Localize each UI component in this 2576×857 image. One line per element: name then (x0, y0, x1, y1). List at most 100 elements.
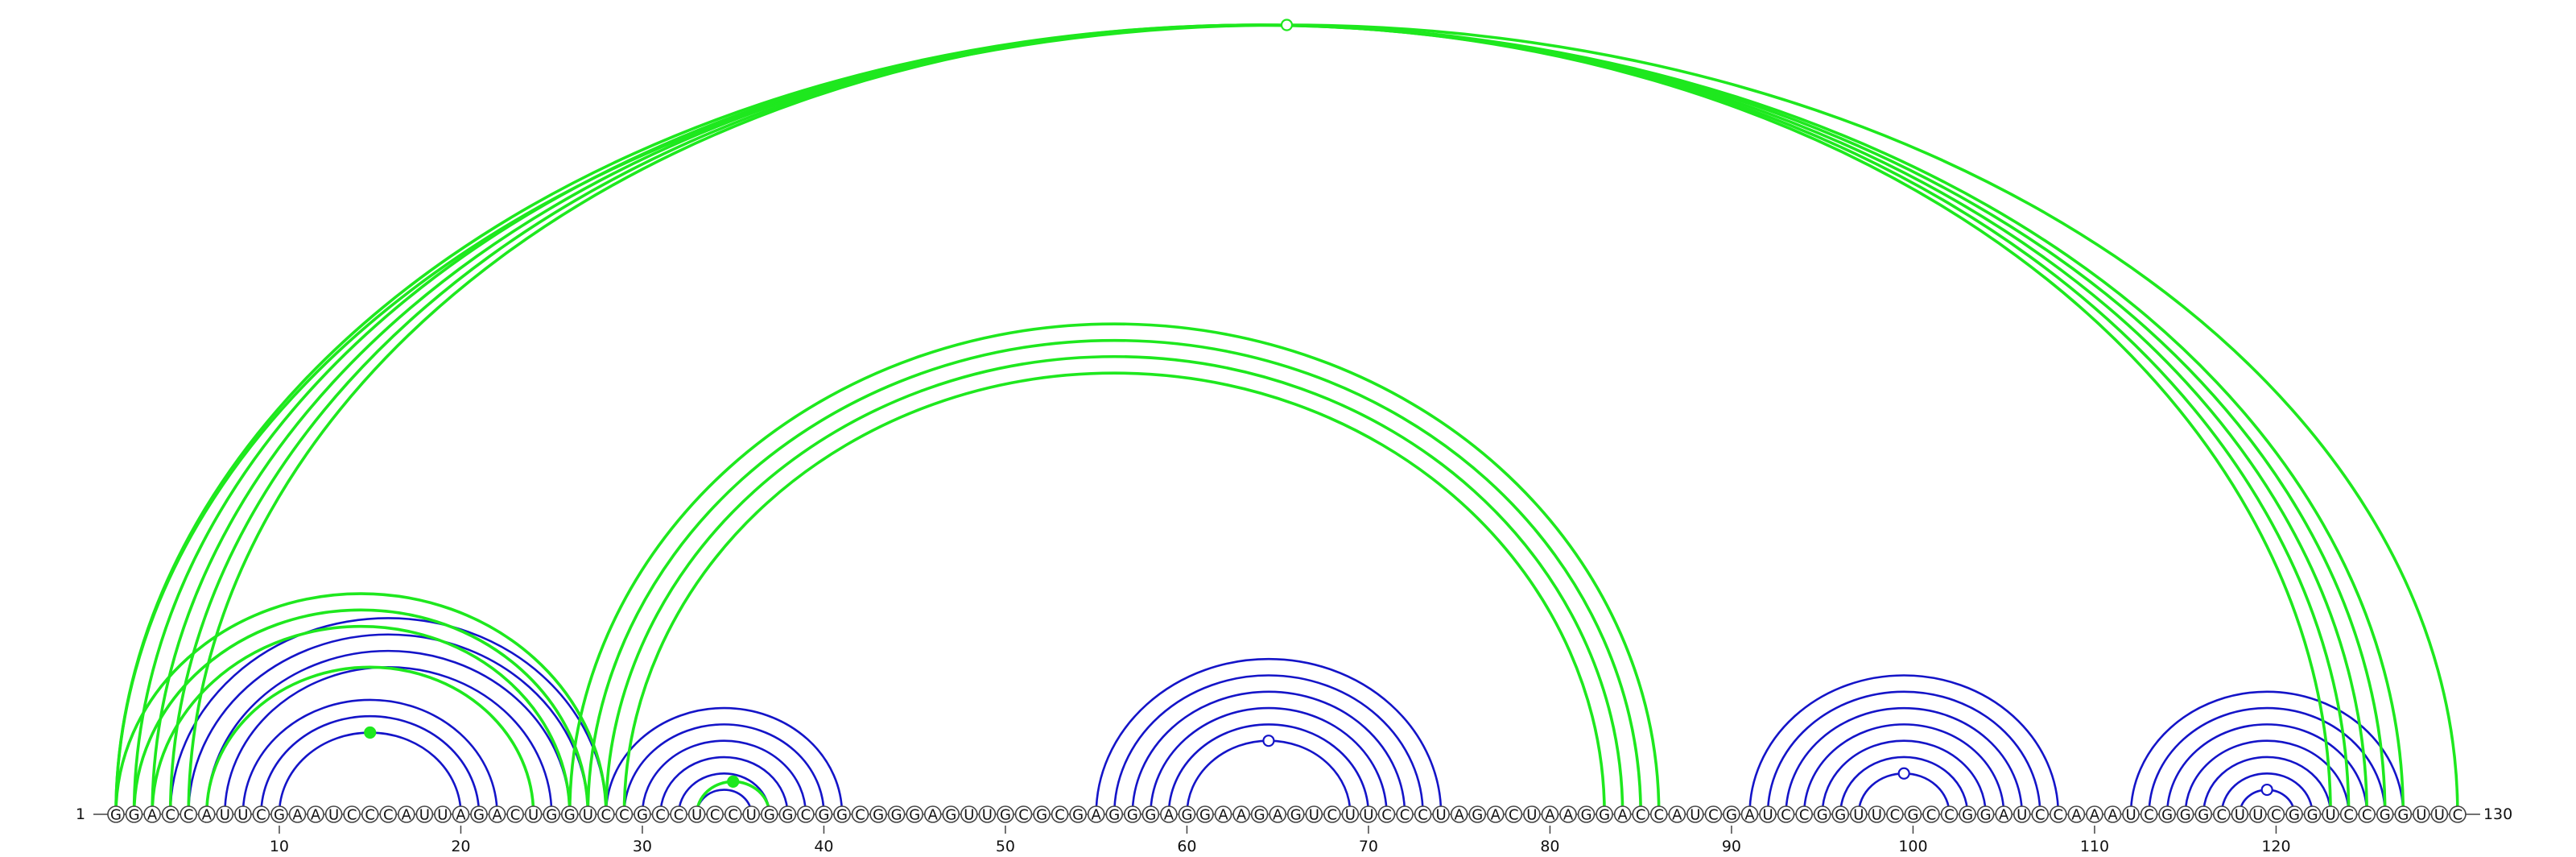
base-circle (1250, 805, 1269, 823)
base-pair-arc (2220, 772, 2314, 815)
axis-tick-label: 40 (814, 838, 833, 855)
base-letter: G (1127, 807, 1138, 824)
base-pair-arc (187, 23, 2332, 815)
base-letter: A (492, 807, 502, 824)
base-letter: G (1199, 807, 1211, 824)
base-circle (434, 805, 452, 823)
base-circle (670, 805, 687, 823)
axis-tick-label: 80 (1540, 838, 1559, 855)
base-pair-arc (132, 23, 2387, 815)
base-circle (307, 805, 324, 823)
base-pair-arc (623, 723, 825, 815)
base-letter: A (928, 807, 939, 824)
base-circle (1069, 805, 1087, 823)
base-circle (270, 805, 288, 823)
base-circle (1723, 805, 1740, 823)
base-circle (2067, 805, 2086, 823)
base-pair-arc (1802, 723, 2005, 815)
base-circle (1959, 805, 1976, 823)
base-circle (1922, 805, 1940, 823)
base-letter: G (1072, 807, 1084, 824)
base-circle (2249, 805, 2267, 823)
base-letter: C (1381, 807, 1392, 824)
base-pair-arc (1095, 657, 1443, 815)
base-circle (1323, 805, 1341, 823)
base-letter: C (655, 807, 666, 824)
base-circle (1051, 805, 1069, 823)
base-circle (797, 805, 815, 823)
base-letter: U (237, 807, 248, 824)
base-circle (851, 805, 869, 823)
base-pair-arc (586, 338, 1642, 815)
base-letter: C (2144, 807, 2154, 824)
base-letter: U (220, 807, 230, 824)
base-letter: C (2054, 807, 2064, 824)
base-letter: U (1762, 807, 1773, 824)
base-letter: C (2217, 807, 2227, 824)
base-circle (2358, 805, 2376, 823)
base-letter: A (1545, 807, 1555, 824)
base-circle (2194, 805, 2213, 823)
base-circle (2031, 805, 2050, 823)
base-circle (488, 805, 506, 823)
sequence-start-label: 1 (76, 805, 85, 823)
base-letter: U (1436, 807, 1447, 824)
base-circle (1432, 805, 1450, 823)
base-letter: C (256, 807, 266, 824)
base-circle (2140, 805, 2158, 823)
base-letter: G (909, 807, 920, 824)
base-letter: C (510, 807, 521, 824)
base-circle (288, 805, 307, 823)
base-circle (1850, 805, 1868, 823)
base-circle (2158, 805, 2176, 823)
base-circle (107, 805, 125, 823)
base-pair-arc (659, 756, 789, 815)
base-circle (1160, 805, 1178, 823)
base-circle (815, 805, 833, 823)
helix-marker (1280, 19, 1294, 31)
base-circle (1904, 805, 1922, 823)
base-letter: C (1509, 807, 1519, 824)
base-circle (1487, 805, 1505, 823)
base-circle (1668, 805, 1686, 823)
base-circle (869, 805, 887, 823)
base-letter: G (564, 807, 576, 824)
base-letter: A (311, 807, 321, 824)
base-circle (2322, 805, 2339, 823)
base-pair-arc (2184, 739, 2350, 815)
base-letter: G (873, 807, 884, 824)
base-circle (2213, 805, 2231, 823)
base-circle (1940, 805, 1959, 823)
base-letter: G (1181, 807, 1192, 824)
base-circle (1087, 805, 1105, 823)
base-pair-arc (114, 592, 608, 815)
base-letter: U (2416, 807, 2426, 824)
base-letter: U (691, 807, 702, 824)
base-letter: G (2161, 807, 2173, 824)
base-letter: C (728, 807, 738, 824)
base-letter: G (1290, 807, 1302, 824)
base-letter: C (619, 807, 630, 824)
base-circle (997, 805, 1014, 823)
base-letter: C (1055, 807, 1065, 824)
base-letter: C (855, 807, 865, 824)
base-letter: G (1036, 807, 1047, 824)
base-circle (1033, 805, 1051, 823)
base-circle (361, 805, 379, 823)
base-circle (634, 805, 651, 823)
base-letter: A (202, 807, 213, 824)
base-letter: A (1455, 807, 1465, 824)
base-circle (1649, 805, 1668, 823)
base-letter: U (2252, 807, 2263, 824)
base-letter: U (419, 807, 430, 824)
base-circle (1377, 805, 1396, 823)
base-circle (1232, 805, 1250, 823)
base-letter: G (891, 807, 902, 824)
base-circle (1995, 805, 2013, 823)
base-pair-arc (260, 714, 481, 815)
base-letter: G (129, 807, 140, 824)
base-letter: C (165, 807, 175, 824)
base-letter: U (1345, 807, 1356, 824)
base-circle (470, 805, 488, 823)
base-circle (942, 805, 960, 823)
